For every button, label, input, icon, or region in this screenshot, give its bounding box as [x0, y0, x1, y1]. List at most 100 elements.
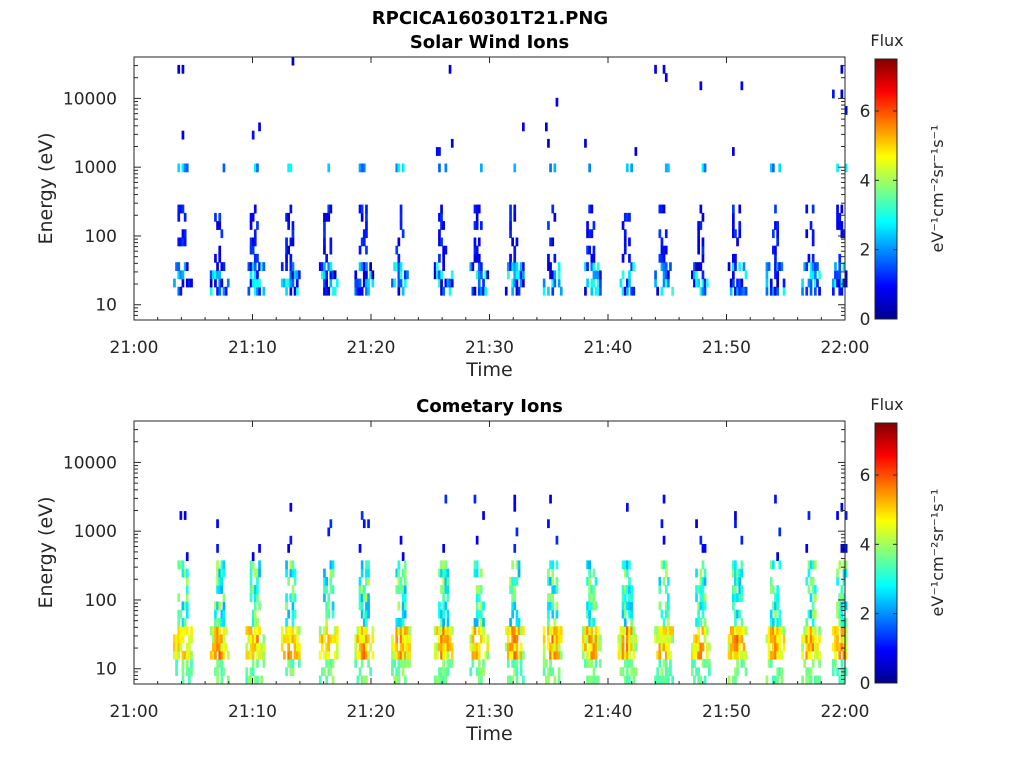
flux-cell — [190, 659, 193, 668]
flux-cell — [744, 270, 748, 280]
flux-cell — [774, 642, 777, 652]
flux-cell — [249, 675, 253, 685]
flux-cell — [780, 667, 784, 677]
flux-cell — [697, 634, 700, 644]
flux-cell — [482, 618, 485, 627]
flux-cell — [218, 253, 222, 263]
flux-cell — [840, 601, 844, 611]
flux-cell — [727, 650, 731, 660]
flux-cell — [477, 262, 481, 271]
flux-cell — [395, 618, 399, 627]
flux-cell — [697, 262, 700, 271]
flux-cell — [811, 642, 815, 652]
flux-cell — [656, 667, 659, 677]
flux-cell — [549, 667, 552, 677]
flux-cell — [555, 97, 559, 107]
flux-cell — [811, 270, 815, 280]
flux-cell — [450, 626, 454, 635]
flux-cell — [818, 659, 821, 668]
flux-cell — [287, 609, 290, 619]
flux-cell — [358, 286, 362, 296]
flux-cell — [705, 659, 709, 668]
flux-cell — [511, 576, 514, 586]
flux-cell — [183, 237, 187, 247]
flux-cell — [542, 626, 546, 635]
flux-cell — [778, 642, 782, 652]
flux-cell — [695, 642, 698, 652]
flux-cell — [742, 650, 746, 660]
flux-cell — [393, 262, 396, 271]
flux-cell — [664, 270, 668, 280]
flux-cell — [356, 650, 360, 660]
flux-cell — [245, 626, 249, 635]
flux-cell — [588, 642, 591, 652]
flux-cell — [588, 601, 591, 611]
flux-cell — [809, 593, 813, 603]
flux-cell — [667, 618, 670, 627]
flux-cell — [181, 560, 185, 570]
flux-cell — [807, 253, 811, 263]
flux-cell — [435, 642, 439, 652]
flux-cell — [801, 642, 804, 652]
flux-cell — [362, 675, 366, 685]
flux-cell — [738, 585, 742, 594]
flux-cell — [519, 650, 523, 660]
flux-cell — [367, 560, 370, 570]
flux-cell — [365, 642, 368, 652]
flux-cell — [218, 659, 222, 668]
flux-cell — [251, 634, 255, 644]
flux-cell — [216, 270, 219, 280]
flux-cell — [628, 609, 631, 619]
flux-cell — [626, 675, 629, 685]
flux-cell — [630, 593, 633, 603]
flux-cell — [623, 286, 627, 296]
flux-cell — [216, 286, 219, 296]
flux-cell — [371, 626, 375, 635]
flux-cell — [325, 626, 328, 635]
flux-cell — [551, 560, 555, 570]
flux-cell — [555, 634, 559, 644]
flux-cell — [335, 626, 339, 635]
flux-cell — [693, 278, 696, 288]
flux-cell — [438, 568, 441, 578]
flux-cell — [331, 286, 335, 296]
flux-cell — [222, 560, 226, 570]
flux-cell — [253, 618, 257, 627]
colorbar — [874, 422, 898, 684]
flux-cell — [280, 626, 284, 635]
flux-cell — [778, 634, 782, 644]
flux-cell — [774, 204, 777, 214]
flux-cell — [549, 270, 552, 280]
flux-cell — [842, 262, 846, 271]
flux-cell — [251, 130, 255, 140]
flux-cell — [811, 204, 815, 214]
flux-cell — [329, 204, 333, 214]
flux-cell — [367, 576, 370, 586]
flux-cell — [811, 618, 815, 627]
flux-cell — [183, 229, 187, 239]
flux-cell — [482, 601, 485, 611]
flux-cell — [778, 667, 782, 677]
flux-cell — [442, 544, 445, 553]
flux-cell — [588, 626, 591, 635]
flux-cell — [805, 634, 809, 644]
flux-cell — [769, 163, 773, 173]
flux-cell — [285, 568, 288, 578]
flux-cell — [805, 650, 809, 660]
flux-cell — [318, 650, 322, 660]
flux-cell — [325, 642, 328, 652]
flux-cell — [323, 667, 326, 677]
flux-cell — [212, 270, 215, 280]
flux-cell — [214, 253, 217, 263]
flux-cell — [695, 593, 698, 603]
flux-cell — [331, 609, 335, 619]
flux-cell — [362, 609, 366, 619]
flux-cell — [253, 626, 257, 635]
flux-cell — [838, 593, 842, 603]
flux-cell — [740, 593, 744, 603]
flux-cell — [769, 626, 773, 635]
flux-cell — [509, 642, 512, 652]
flux-cell — [444, 585, 448, 594]
flux-cell — [736, 650, 739, 660]
flux-cell — [522, 262, 525, 271]
